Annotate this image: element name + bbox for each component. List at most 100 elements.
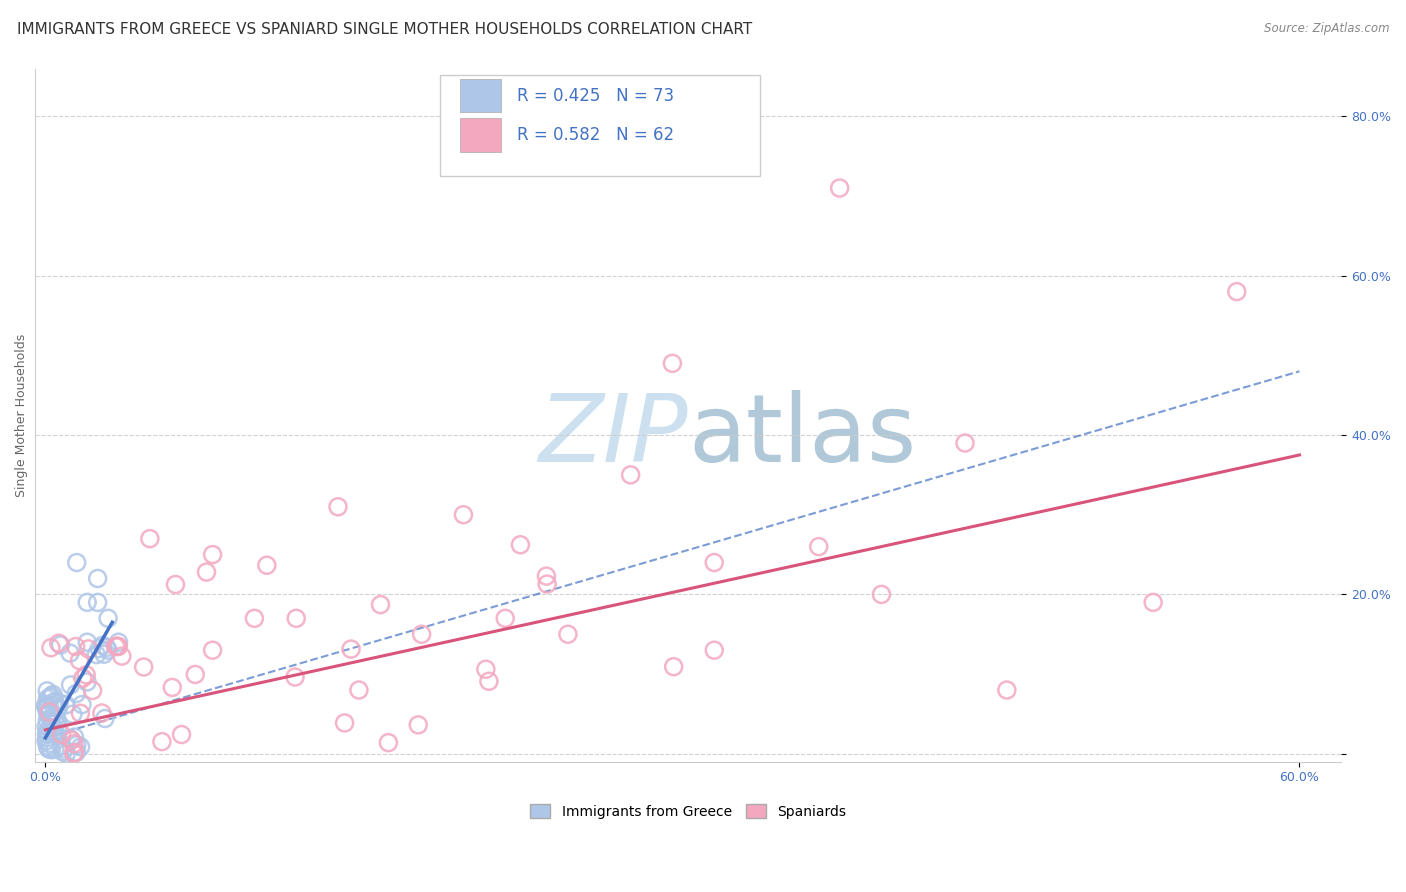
Point: [828, 181, 851, 195]
Point: [89, 641, 111, 656]
Point: [44, 695, 66, 709]
Point: [44, 715, 66, 730]
Point: [995, 683, 1018, 698]
Point: [46, 702, 69, 716]
Point: [60, 733, 83, 747]
Point: [243, 611, 266, 625]
Point: [475, 662, 498, 676]
Point: [662, 659, 685, 673]
Point: [37, 723, 59, 738]
Point: [39, 690, 62, 705]
Point: [59, 678, 82, 692]
Point: [76, 635, 98, 649]
Point: [35, 734, 58, 748]
Point: [37, 691, 59, 706]
Point: [333, 715, 356, 730]
Point: [703, 556, 725, 570]
Point: [38, 706, 60, 721]
Point: [256, 558, 278, 573]
Legend: Immigrants from Greece, Spaniards: Immigrants from Greece, Spaniards: [524, 798, 852, 824]
Point: [37, 714, 59, 728]
Point: [51, 727, 73, 741]
Point: [86, 648, 108, 662]
Point: [37, 701, 59, 715]
Point: [77, 641, 100, 656]
Point: [97, 611, 120, 625]
Point: [63, 737, 86, 751]
Point: [111, 649, 134, 664]
Point: [107, 640, 129, 654]
Point: [42, 725, 65, 739]
Point: [326, 500, 349, 514]
Point: [35, 700, 58, 714]
Point: [41, 689, 63, 703]
Point: [65, 745, 87, 759]
Point: [70, 698, 93, 712]
Point: [44, 711, 66, 725]
Point: [59, 732, 82, 747]
Point: [406, 718, 429, 732]
Point: [150, 734, 173, 748]
Point: [93, 647, 115, 661]
Point: [370, 598, 392, 612]
Point: [69, 654, 91, 668]
Point: [953, 436, 976, 450]
Point: [661, 356, 683, 370]
Point: [51, 739, 73, 753]
Point: [97, 643, 120, 657]
Point: [59, 646, 82, 660]
Point: [184, 667, 207, 681]
Point: [52, 745, 75, 759]
Point: [509, 538, 531, 552]
Point: [39, 640, 62, 655]
Point: [411, 627, 433, 641]
Point: [53, 742, 76, 756]
Point: [72, 671, 94, 685]
Point: [1142, 595, 1164, 609]
Point: [65, 640, 87, 654]
Point: [55, 747, 77, 761]
Point: [76, 595, 98, 609]
Point: [37, 739, 59, 754]
Point: [35, 727, 58, 741]
Point: [104, 640, 127, 654]
Point: [494, 611, 516, 625]
Point: [46, 714, 69, 729]
Point: [37, 698, 59, 712]
Point: [285, 611, 308, 625]
Point: [478, 674, 501, 689]
Point: [90, 706, 112, 720]
Point: [38, 737, 60, 751]
Text: ZIP: ZIP: [538, 391, 688, 482]
Point: [62, 746, 84, 760]
Point: [162, 681, 184, 695]
Point: [139, 532, 162, 546]
Point: [703, 643, 725, 657]
Point: [62, 707, 84, 722]
Point: [44, 726, 66, 740]
Point: [39, 742, 62, 756]
Point: [44, 742, 66, 756]
Point: [94, 712, 117, 726]
Point: [284, 670, 307, 684]
Point: [165, 577, 187, 591]
Point: [35, 698, 58, 713]
Point: [38, 706, 60, 720]
Point: [46, 719, 69, 733]
Point: [35, 698, 58, 712]
Point: [45, 728, 67, 742]
Point: [37, 706, 59, 721]
Text: R = 0.582   N = 62: R = 0.582 N = 62: [517, 126, 673, 145]
Text: R = 0.425   N = 73: R = 0.425 N = 73: [517, 87, 673, 104]
FancyBboxPatch shape: [440, 76, 761, 176]
Point: [35, 731, 58, 745]
Text: IMMIGRANTS FROM GREECE VS SPANIARD SINGLE MOTHER HOUSEHOLDS CORRELATION CHART: IMMIGRANTS FROM GREECE VS SPANIARD SINGL…: [17, 22, 752, 37]
Point: [170, 727, 193, 741]
Point: [347, 683, 370, 698]
Point: [63, 746, 86, 760]
Point: [42, 695, 65, 709]
Point: [66, 738, 89, 752]
Point: [38, 706, 60, 721]
Point: [557, 627, 579, 641]
Point: [377, 736, 399, 750]
